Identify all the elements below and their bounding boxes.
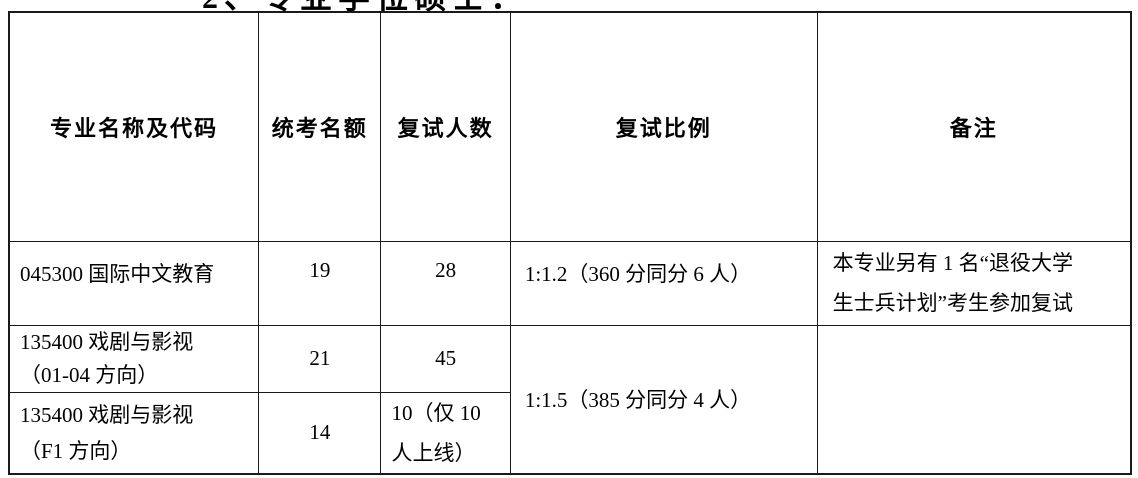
- cell-major-135400-f1: 135400 戏剧与影视 （F1 方向）: [8, 391, 260, 474]
- column-header-quota: 统考名额: [258, 11, 382, 242]
- column-header-ratio: 复试比例: [509, 11, 818, 242]
- cell-note-merged-135400: [816, 324, 1132, 474]
- cell-note-045300: 本专业另有 1 名“退役大学 生士兵计划”考生参加复试: [816, 240, 1132, 326]
- section-title-text: 2、专业学位硕士：: [202, 0, 562, 13]
- cell-retest-count-135400-0104: 45: [380, 324, 511, 393]
- column-header-note: 备注: [816, 11, 1132, 242]
- cell-quota-135400-f1: 14: [258, 391, 382, 474]
- admission-table-container: 专业名称及代码 统考名额 复试人数 复试比例 备注 045300 国际中文教育 …: [8, 11, 1132, 475]
- column-header-retest-count: 复试人数: [380, 11, 511, 242]
- table-row-045300: 045300 国际中文教育 19 28 1:1.2（360 分同分 6 人） 本…: [8, 240, 1132, 326]
- cell-ratio-045300: 1:1.2（360 分同分 6 人）: [509, 240, 818, 326]
- cell-major-045300: 045300 国际中文教育: [8, 240, 260, 326]
- cell-retest-count-135400-f1: 10（仅 10 人上线）: [380, 391, 511, 474]
- column-header-major: 专业名称及代码: [8, 11, 260, 242]
- cell-quota-045300: 19: [258, 240, 382, 326]
- cell-quota-135400-0104: 21: [258, 324, 382, 393]
- cell-major-135400-0104: 135400 戏剧与影视 （01-04 方向）: [8, 324, 260, 393]
- cell-ratio-merged-135400: 1:1.5（385 分同分 4 人）: [509, 324, 818, 474]
- table-row-135400-f1: 135400 戏剧与影视 （F1 方向） 14 10（仅 10 人上线）: [8, 391, 1131, 474]
- section-title-clipped: 2、专业学位硕士：: [202, 0, 562, 13]
- table-row-135400-0104: 135400 戏剧与影视 （01-04 方向） 21 45 1:1.5（385 …: [8, 324, 1132, 474]
- retest-quota-table: 专业名称及代码 统考名额 复试人数 复试比例 备注 045300 国际中文教育 …: [8, 11, 1132, 475]
- table-header-row: 专业名称及代码 统考名额 复试人数 复试比例 备注: [8, 11, 1132, 242]
- cell-retest-count-045300: 28: [380, 240, 511, 326]
